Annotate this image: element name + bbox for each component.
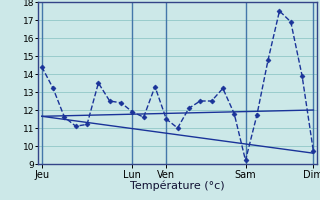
X-axis label: Température (°c): Température (°c) [130,181,225,191]
